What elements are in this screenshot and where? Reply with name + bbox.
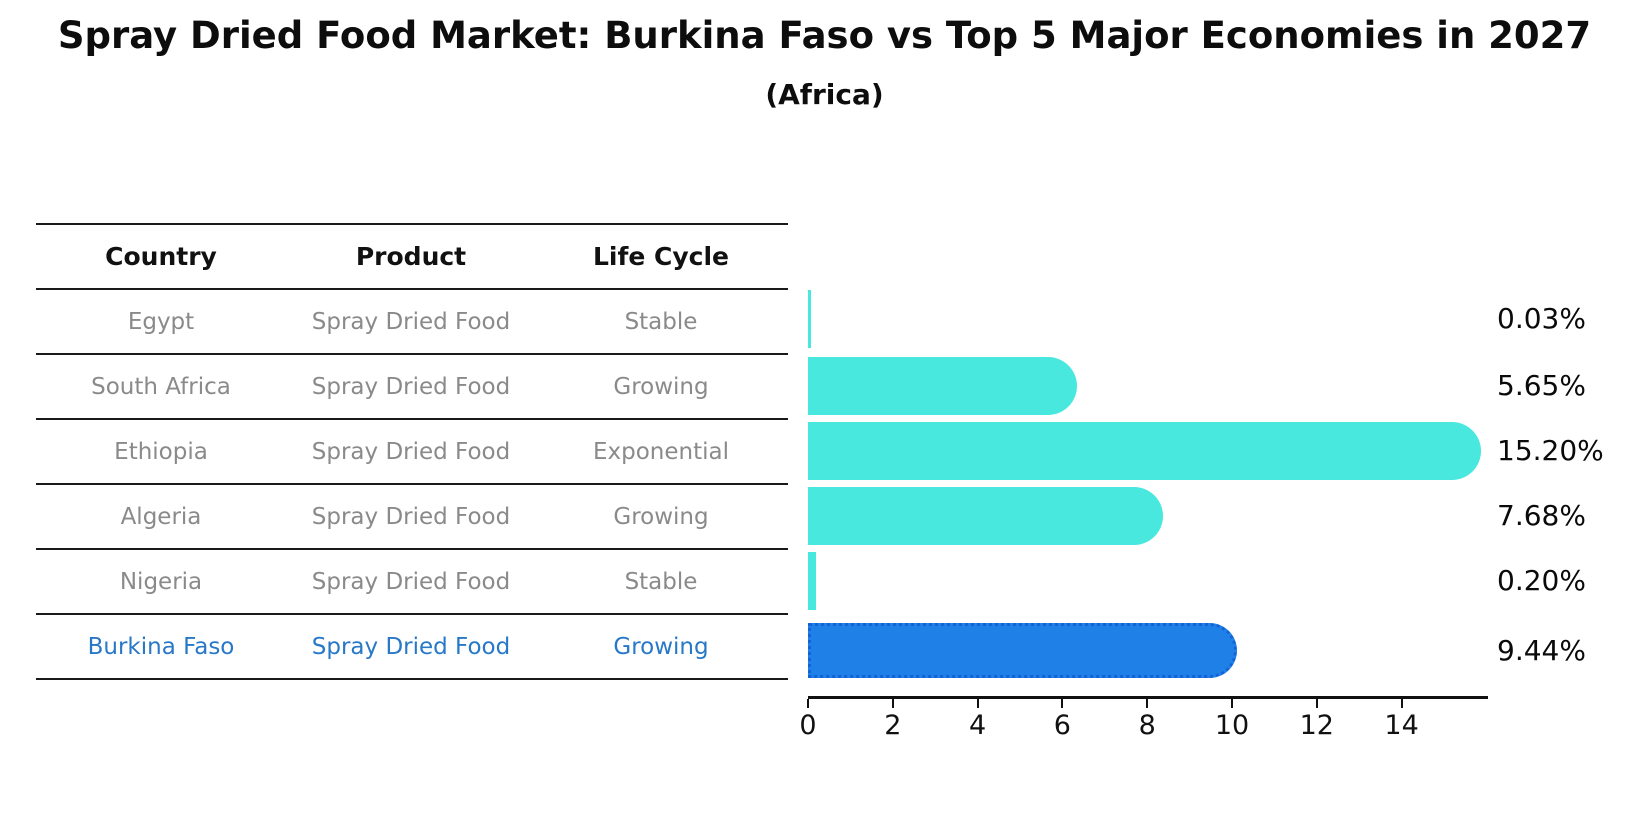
x-axis-tick [1400,699,1403,708]
value-label-nigeria: 0.20% [1497,564,1586,597]
table-row: Ethiopia Spray Dried Food Exponential [36,418,788,483]
cell-country: South Africa [91,373,231,400]
table-row: Burkina Faso Spray Dried Food Growing [36,613,788,678]
x-axis-tick [1315,699,1318,708]
table-header-row: Country Product Life Cycle [36,223,788,288]
x-axis-tick [1146,699,1149,708]
cell-product: Spray Dried Food [311,568,511,595]
bar-egypt [808,290,811,348]
country-table: Country Product Life Cycle Egypt Spray Dried… [36,223,788,680]
bar-algeria [808,487,1163,545]
chart-title: Spray Dried Food Market: Burkina Faso vs… [57,14,1592,57]
cell-product: Spray Dried Food [311,503,511,530]
x-axis-tick [1061,699,1064,708]
x-axis-tick [891,699,894,708]
cell-life-cycle: Stable [624,568,698,595]
cell-country: Egypt [127,308,195,335]
x-axis-tick-label: 8 [1138,710,1156,741]
cell-product: Spray Dried Food [311,373,511,400]
bar-south-africa [808,357,1077,415]
cell-product: Spray Dried Food [311,308,511,335]
x-axis-tick-label: 6 [1053,710,1071,741]
cell-life-cycle: Growing [613,503,709,530]
cell-life-cycle: Growing [613,373,709,400]
table-row: Algeria Spray Dried Food Growing [36,483,788,548]
cell-country: Nigeria [119,568,203,595]
bar-burkina-faso [808,623,1237,678]
x-axis-tick-label: 12 [1299,710,1334,741]
x-axis-tick [976,699,979,708]
value-label-algeria: 7.68% [1497,499,1586,532]
x-axis-tick-label: 0 [799,710,817,741]
cell-life-cycle: Growing [613,633,709,660]
x-axis-tick-label: 14 [1384,710,1419,741]
value-label-ethiopia: 15.20% [1497,434,1604,467]
cell-country: Ethiopia [114,438,208,465]
cell-life-cycle: Exponential [592,438,729,465]
cell-country: Burkina Faso [87,633,235,660]
table-row: South Africa Spray Dried Food Growing [36,353,788,418]
table-header-country: Country [105,242,217,271]
table-header-product: Product [355,242,467,271]
bar-nigeria [808,552,816,610]
cell-country: Algeria [120,503,202,530]
x-axis-tick-label: 4 [969,710,987,741]
value-label-egypt: 0.03% [1497,302,1586,335]
chart-subtitle: (Africa) [765,78,884,111]
x-axis-tick-label: 10 [1214,710,1250,741]
table-row: Egypt Spray Dried Food Stable [36,288,788,353]
cell-life-cycle: Stable [624,308,698,335]
value-label-south-africa: 5.65% [1497,369,1586,402]
x-axis-tick [807,699,809,708]
x-axis-tick-label: 2 [884,710,902,741]
cell-product: Spray Dried Food [311,438,511,465]
x-axis-line [808,696,1488,699]
cell-product: Spray Dried Food [311,633,511,660]
table-row: Nigeria Spray Dried Food Stable [36,548,788,613]
bar-ethiopia [808,422,1481,480]
value-label-burkina-faso: 9.44% [1497,633,1586,667]
x-axis-tick [1231,699,1233,708]
table-header-life-cycle: Life Cycle [592,242,730,271]
